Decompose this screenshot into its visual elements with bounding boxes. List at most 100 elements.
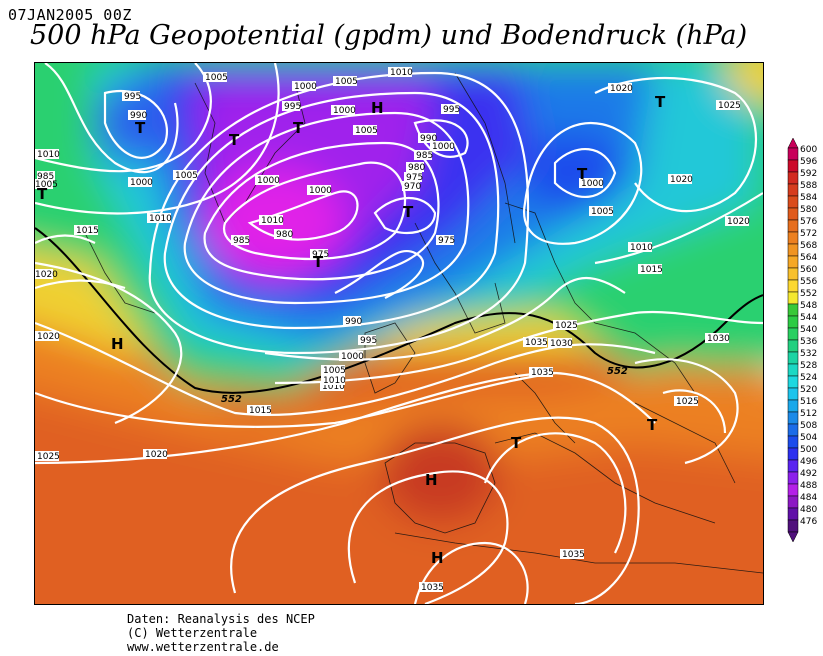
isobar-label: 1010 bbox=[320, 381, 345, 392]
legend-value-label: 584 bbox=[800, 193, 817, 203]
legend-swatch bbox=[787, 519, 799, 533]
legend-swatch bbox=[787, 471, 799, 485]
legend-value-label: 480 bbox=[800, 505, 817, 515]
isobar-label: 995 bbox=[441, 104, 460, 115]
isobar-label: 1015 bbox=[638, 264, 663, 275]
isobar-label: 1010 bbox=[35, 149, 60, 160]
legend-swatch bbox=[787, 411, 799, 425]
pressure-center-marker: T bbox=[293, 119, 304, 137]
svg-text:1005: 1005 bbox=[205, 73, 228, 83]
legend-value-label: 528 bbox=[800, 361, 817, 371]
legend-value-label: 516 bbox=[800, 397, 817, 407]
legend-swatch bbox=[787, 315, 799, 329]
color-legend: 600 596 592 588 584 580 576 572 568 564 560 556 552 5… bbox=[784, 136, 823, 543]
legend-swatch bbox=[787, 255, 799, 269]
isobar-label: 990 bbox=[418, 133, 437, 144]
legend-swatch bbox=[787, 147, 799, 161]
pressure-center-marker: T bbox=[577, 165, 588, 183]
geopotential-field bbox=[35, 63, 763, 604]
svg-text:1000: 1000 bbox=[581, 179, 604, 189]
footer-line: www.wetterzentrale.de bbox=[127, 640, 279, 654]
isobar-label: 980 bbox=[406, 162, 425, 173]
pressure-center-marker: T bbox=[135, 119, 146, 137]
isobar-label: 1025 bbox=[716, 100, 741, 111]
date-label: 07JAN2005 00Z bbox=[8, 6, 132, 24]
isobar-label: 1015 bbox=[74, 225, 99, 236]
svg-text:1000: 1000 bbox=[294, 82, 317, 92]
isobar-label: 1020 bbox=[143, 449, 168, 460]
isobar-label: 1005 bbox=[321, 365, 346, 376]
pressure-center-marker: T bbox=[655, 93, 666, 111]
svg-text:1000: 1000 bbox=[333, 106, 356, 116]
isobar-label: 990 bbox=[343, 316, 362, 327]
pressure-center-marker: T bbox=[37, 185, 48, 203]
svg-text:1015: 1015 bbox=[76, 226, 99, 236]
svg-text:1035: 1035 bbox=[562, 550, 585, 560]
svg-text:995: 995 bbox=[360, 336, 377, 346]
svg-text:1000: 1000 bbox=[257, 176, 280, 186]
legend-arrow-top bbox=[787, 137, 799, 149]
legend-value-label: 532 bbox=[800, 349, 817, 359]
svg-text:980: 980 bbox=[408, 163, 425, 173]
svg-text:995: 995 bbox=[443, 105, 460, 115]
svg-text:1025: 1025 bbox=[718, 101, 741, 111]
legend-value-label: 504 bbox=[800, 433, 817, 443]
svg-text:1010: 1010 bbox=[630, 243, 653, 253]
legend-value-label: 576 bbox=[800, 217, 817, 227]
isobar-label: 975 bbox=[310, 249, 329, 260]
svg-text:1020: 1020 bbox=[610, 84, 633, 94]
legend-value-label: 592 bbox=[800, 169, 817, 179]
isobar-label: 985 bbox=[37, 171, 55, 182]
legend-value-label: 524 bbox=[800, 373, 817, 383]
isobar-label: 1030 bbox=[548, 338, 573, 349]
legend-value-label: 540 bbox=[800, 325, 817, 335]
svg-text:980: 980 bbox=[276, 230, 293, 240]
legend-swatch bbox=[787, 219, 799, 233]
svg-text:1005: 1005 bbox=[355, 126, 378, 136]
isobars bbox=[35, 63, 763, 604]
isobar-label: 970 bbox=[402, 181, 421, 192]
svg-text:1025: 1025 bbox=[676, 397, 699, 407]
isobar-label: 975 bbox=[404, 172, 423, 183]
legend-value-label: 552 bbox=[800, 289, 817, 299]
svg-text:995: 995 bbox=[284, 102, 301, 112]
svg-text:1010: 1010 bbox=[261, 216, 284, 226]
svg-text:975: 975 bbox=[406, 173, 423, 183]
svg-text:995: 995 bbox=[124, 92, 141, 102]
pressure-center-marker: T bbox=[511, 434, 522, 452]
svg-text:990: 990 bbox=[345, 317, 362, 327]
pressure-center-marker: H bbox=[425, 471, 438, 489]
svg-text:1020: 1020 bbox=[670, 175, 693, 185]
pressure-center-marker: T bbox=[403, 203, 414, 221]
svg-text:1010: 1010 bbox=[390, 68, 413, 78]
legend-value-label: 572 bbox=[800, 229, 817, 239]
isobar-label: 1005 bbox=[353, 125, 378, 136]
isobar-label: 1005 bbox=[173, 170, 198, 181]
weather-map: 1005 1010 1005 1000 995 990 1000 995 100… bbox=[34, 62, 764, 605]
legend-value-label: 488 bbox=[800, 481, 817, 491]
svg-text:975: 975 bbox=[312, 250, 329, 260]
isobar-label: 1025 bbox=[674, 396, 699, 407]
isobar-label: 1005 bbox=[35, 179, 58, 190]
svg-text:990: 990 bbox=[420, 134, 437, 144]
legend-value-label: 536 bbox=[800, 337, 817, 347]
svg-text:990: 990 bbox=[130, 111, 147, 121]
legend-swatch bbox=[787, 399, 799, 413]
pressure-center-marker: H bbox=[111, 335, 124, 353]
legend-swatch bbox=[787, 279, 799, 293]
footer-credits: Daten: Reanalysis des NCEP (C) Wetterzen… bbox=[127, 612, 315, 654]
svg-text:1030: 1030 bbox=[550, 339, 573, 349]
svg-text:1015: 1015 bbox=[249, 406, 272, 416]
svg-text:1020: 1020 bbox=[145, 450, 168, 460]
svg-text:1005: 1005 bbox=[591, 207, 614, 217]
isobar-label: 1035 bbox=[529, 367, 554, 378]
legend-value-label: 508 bbox=[800, 421, 817, 431]
legend-swatch bbox=[787, 243, 799, 257]
isobar-label: 1010 bbox=[388, 67, 413, 78]
svg-text:985: 985 bbox=[233, 236, 250, 246]
svg-text:1030: 1030 bbox=[707, 334, 730, 344]
isobar-label: 1010 bbox=[259, 215, 284, 226]
legend-arrow-bottom bbox=[787, 531, 799, 543]
svg-text:1005: 1005 bbox=[35, 180, 58, 190]
pressure-center-marker: T bbox=[229, 131, 240, 149]
